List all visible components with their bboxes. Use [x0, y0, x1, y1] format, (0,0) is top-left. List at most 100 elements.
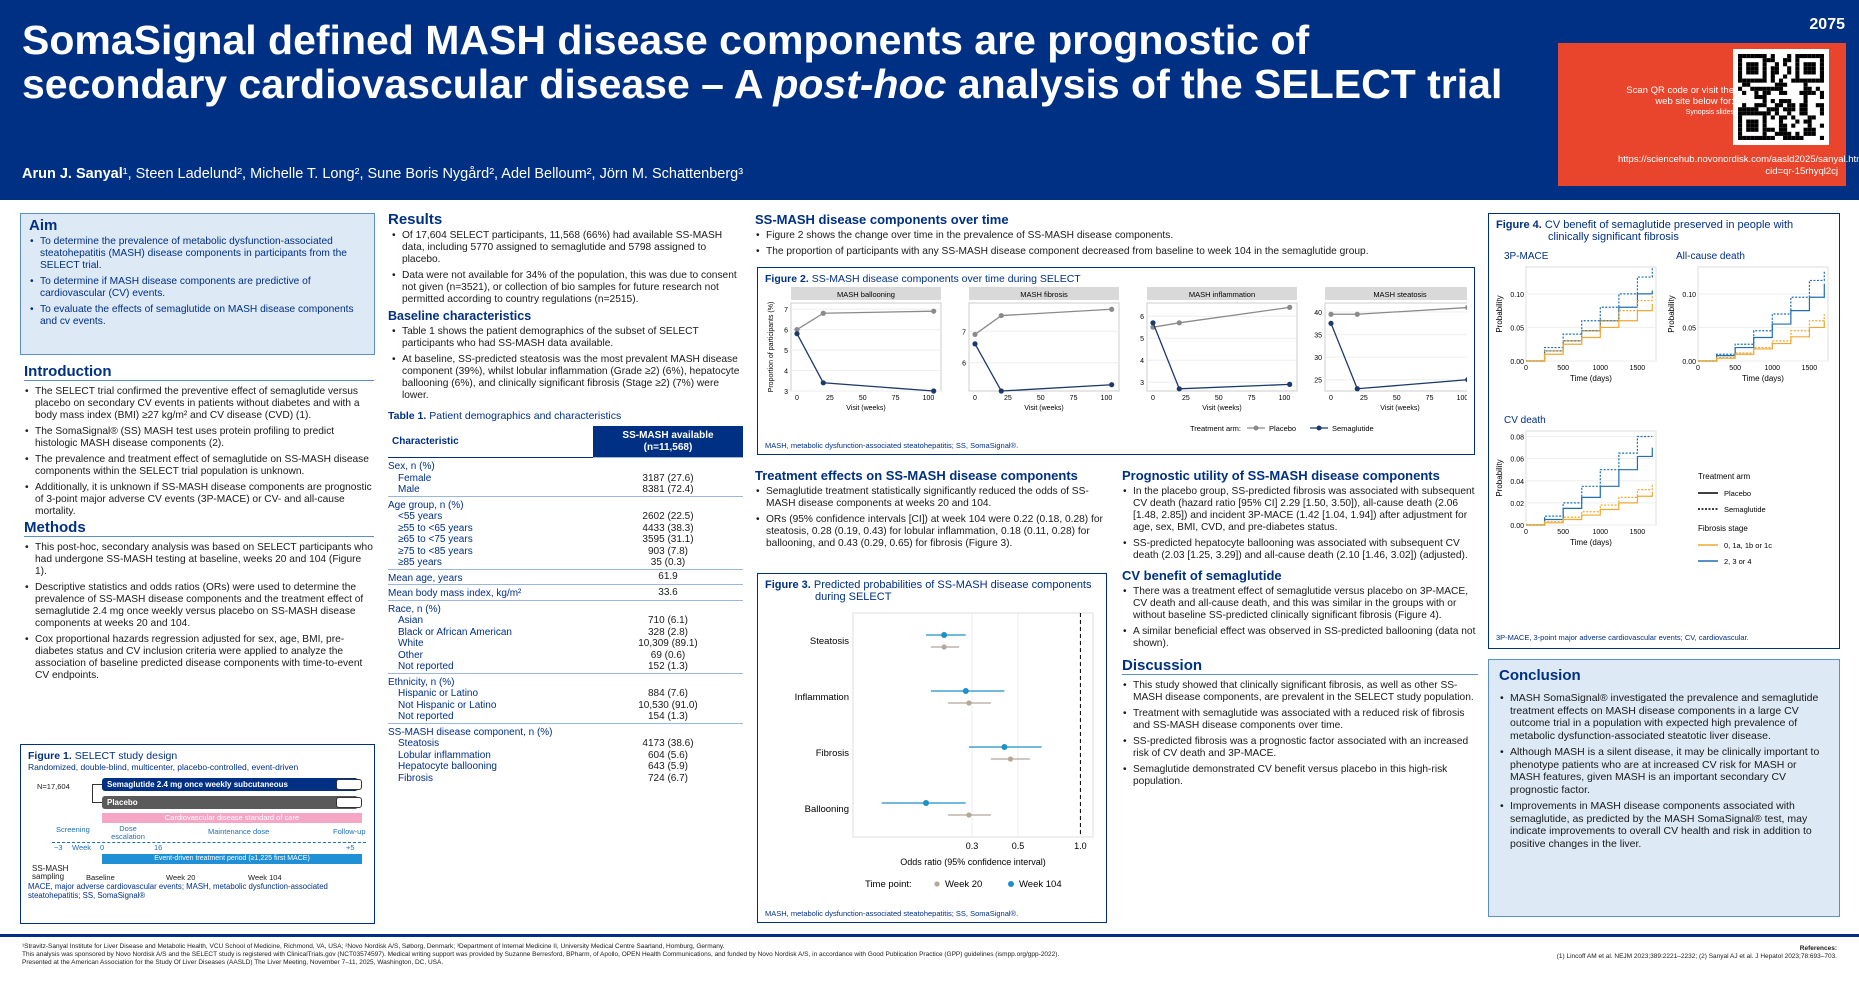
- figure-1: Figure 1. SELECT study design Randomized…: [20, 744, 375, 924]
- references: (1) Lincoff AM et al. NEJM 2023;389:2221…: [1556, 953, 1837, 960]
- figure-3: Figure 3. Predicted probabilities of SS-…: [757, 573, 1107, 923]
- table-row-label: Asian: [398, 615, 424, 626]
- x-tick-label: 0: [1524, 365, 1528, 372]
- qr-module: [1783, 58, 1788, 63]
- qr-module: [1762, 127, 1767, 132]
- qr-module: [1799, 78, 1804, 83]
- km-curve: [1526, 491, 1653, 526]
- bullet-item: Of 17,604 SELECT participants, 11,568 (6…: [391, 230, 743, 266]
- figure-3-title: Figure 3. Predicted probabilities of SS-…: [765, 579, 1092, 603]
- qr-module: [1754, 70, 1759, 75]
- legend-week20-marker: [934, 881, 940, 887]
- qr-module: [1819, 78, 1824, 83]
- results-list: Of 17,604 SELECT participants, 11,568 (6…: [391, 230, 743, 306]
- legend-week20-label: Week 20: [945, 879, 982, 890]
- qr-module: [1807, 90, 1812, 95]
- qr-module: [1746, 119, 1751, 124]
- data-point: [1287, 304, 1293, 310]
- qr-module: [1795, 135, 1800, 140]
- qr-module: [1803, 111, 1808, 116]
- y-tick-label: 0.05: [1682, 325, 1696, 332]
- qr-module: [1799, 111, 1804, 116]
- support-statement: This analysis was sponsored by Novo Nord…: [22, 951, 1060, 958]
- panel-strip: [969, 287, 1119, 300]
- qr-module: [1811, 78, 1816, 83]
- figure-1-subtitle: Randomized, double-blind, multicenter, p…: [28, 762, 299, 772]
- qr-module: [1807, 62, 1812, 67]
- x-axis-label: Visit (weeks): [1202, 405, 1242, 412]
- table-row-value: 10,309 (89.1): [638, 638, 698, 649]
- table-1-title: Table 1. Patient demographics and charac…: [388, 410, 622, 422]
- qr-module: [1738, 74, 1743, 79]
- y-tick-label: 0.00: [1510, 359, 1524, 366]
- panel-title: MASH inflammation: [1189, 290, 1255, 299]
- table-row-value: 884 (7.6): [647, 688, 689, 699]
- y-tick-label: 0.08: [1510, 435, 1524, 442]
- y-tick-label: 30: [1314, 355, 1322, 362]
- legend-title: Treatment arm:: [1190, 424, 1241, 433]
- qr-module: [1738, 131, 1743, 136]
- x-tick-label: 1500: [1630, 365, 1646, 372]
- panel-frame: [1146, 302, 1298, 392]
- qr-module: [1754, 111, 1759, 116]
- qr-module: [1803, 99, 1808, 104]
- bullet-item: The SELECT trial confirmed the preventiv…: [24, 386, 374, 422]
- y-tick-label: 0.06: [1510, 457, 1524, 464]
- methods-heading: Methods: [24, 520, 374, 537]
- qr-module: [1819, 70, 1824, 75]
- data-point: [820, 310, 826, 316]
- x-tick-label: 25: [1182, 395, 1190, 402]
- week20-label: Week 20: [166, 873, 196, 882]
- estimate-point: [966, 700, 972, 706]
- x-tick-label: 100: [923, 395, 935, 402]
- legend-sema-label: Semaglutide: [1332, 424, 1374, 433]
- x-tick-label: 500: [1729, 365, 1741, 372]
- qr-panel[interactable]: Scan QR code or visit the web site below…: [1558, 43, 1859, 186]
- data-point: [1354, 386, 1360, 392]
- legend-placebo-marker: [1253, 425, 1259, 431]
- qr-module: [1815, 78, 1820, 83]
- sampling-label: SS-MASH sampling: [32, 864, 69, 881]
- treatment-list: Semaglutide treatment statistically sign…: [755, 486, 1107, 550]
- x-tick-label: 1.0: [1074, 841, 1087, 851]
- qr-module: [1746, 54, 1751, 59]
- y-tick-label: 6: [962, 361, 966, 368]
- qr-module: [1807, 70, 1812, 75]
- qr-module: [1738, 107, 1743, 112]
- qr-module: [1778, 82, 1784, 87]
- qr-module: [1738, 54, 1743, 59]
- qr-module: [1762, 62, 1767, 67]
- bullet-item: Data were not available for 34% of the p…: [391, 270, 743, 306]
- qr-module: [1770, 74, 1775, 79]
- qr-module: [1815, 103, 1820, 108]
- km-curve: [1526, 267, 1653, 362]
- table-row-label: White: [398, 638, 424, 649]
- panel-frame: [1525, 266, 1657, 362]
- qr-module: [1803, 70, 1808, 75]
- qr-module: [1742, 78, 1747, 83]
- qr-module: [1750, 66, 1755, 71]
- qr-module: [1819, 90, 1824, 95]
- table-row-value: 35 (0.3): [650, 557, 686, 568]
- qr-module: [1742, 82, 1747, 87]
- qr-caption: Scan QR code or visit the web site below…: [1626, 85, 1734, 116]
- x-tick-label: 25: [1004, 395, 1012, 402]
- data-point: [1176, 386, 1182, 392]
- qr-module: [1783, 127, 1788, 132]
- data-point: [998, 312, 1004, 319]
- qr-url-link[interactable]: https://sciencehub.novonordisk.com/aasld…: [1618, 154, 1859, 177]
- qr-code-icon[interactable]: [1733, 49, 1829, 145]
- y-axis-label: Probability: [1496, 459, 1504, 496]
- qr-module: [1738, 115, 1743, 120]
- qr-module: [1746, 111, 1751, 116]
- qr-module: [1774, 103, 1779, 108]
- table-row-value: 152 (1.3): [647, 661, 689, 672]
- data-point: [1109, 382, 1115, 388]
- qr-module: [1742, 107, 1747, 112]
- bullet-item: Improvements in MASH disease components …: [1499, 800, 1829, 850]
- qr-module: [1750, 127, 1755, 132]
- qr-module: [1807, 119, 1812, 124]
- qr-module: [1799, 103, 1804, 108]
- x-tick-label: 0: [1151, 395, 1155, 402]
- qr-module: [1803, 131, 1808, 136]
